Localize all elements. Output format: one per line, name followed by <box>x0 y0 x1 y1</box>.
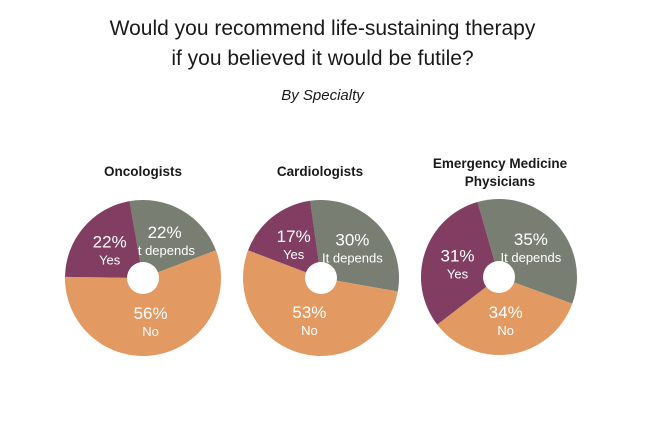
pie-slice-percent-label: 22% <box>93 233 127 252</box>
pie-slice-percent-label: 30% <box>335 231 369 250</box>
chart-title-line-2: if you believed it would be futile? <box>171 47 474 70</box>
pie-slice-name-label: It depends <box>134 243 195 258</box>
pie-slice-name-label: It depends <box>501 250 562 265</box>
pie-slice-no <box>243 250 398 356</box>
pie-slice-yes <box>65 201 143 278</box>
chart-title: Would you recommend life-sustaining ther… <box>0 14 645 74</box>
pie-slice-percent-label: 34% <box>489 303 523 322</box>
pie-center-hole <box>127 262 159 294</box>
pie-slice-name-label: No <box>497 323 514 338</box>
chart-title-line-1: Would you recommend life-sustaining ther… <box>109 17 536 40</box>
pie-title-cardiologists-line-1: Cardiologists <box>276 164 364 179</box>
pie-title-emergency-line-1: Emergency Medicine <box>432 156 568 171</box>
pie-slice-name-label: It depends <box>322 251 383 266</box>
pie-slice-percent-label: 53% <box>292 303 326 322</box>
pie-title-emergency-medicine: Emergency Medicine Physicians <box>410 155 590 191</box>
pie-title-emergency-line-2: Physicians <box>464 174 536 189</box>
pie-slice-name-label: Yes <box>283 247 305 262</box>
pie-chart-1: 30%It depends 53%No 17%Yes <box>243 199 400 356</box>
pie-slice-percent-label: 22% <box>148 223 182 242</box>
pie-chart-2: 35%It depends 34%No 31%Yes <box>420 198 578 356</box>
pie-slice-name-label: Yes <box>99 253 121 268</box>
pie-slice-percent-label: 31% <box>440 246 474 265</box>
pie-title-oncologists: Oncologists <box>53 163 233 181</box>
pie-slice-no <box>65 250 222 356</box>
pie-title-cardiologists: Cardiologists <box>230 163 410 181</box>
pie-center-hole <box>483 261 515 293</box>
pie-slice-percent-label: 17% <box>277 227 311 246</box>
chart-subtitle: By Specialty <box>281 87 364 104</box>
pie-slice-yes <box>248 200 321 278</box>
pie-slice-percent-label: 35% <box>514 230 548 249</box>
pie-slice-name-label: No <box>142 324 159 339</box>
pie-slice-percent-label: 56% <box>134 304 168 323</box>
pie-center-hole <box>305 262 337 294</box>
pie-slice-no <box>437 277 573 356</box>
pie-slice-name-label: Yes <box>447 266 469 281</box>
pie-title-oncologists-line-1: Oncologists <box>103 164 182 179</box>
pie-slice-it-depends <box>129 199 216 278</box>
pie-slice-yes <box>420 202 499 325</box>
pie-slice-name-label: No <box>301 323 318 338</box>
